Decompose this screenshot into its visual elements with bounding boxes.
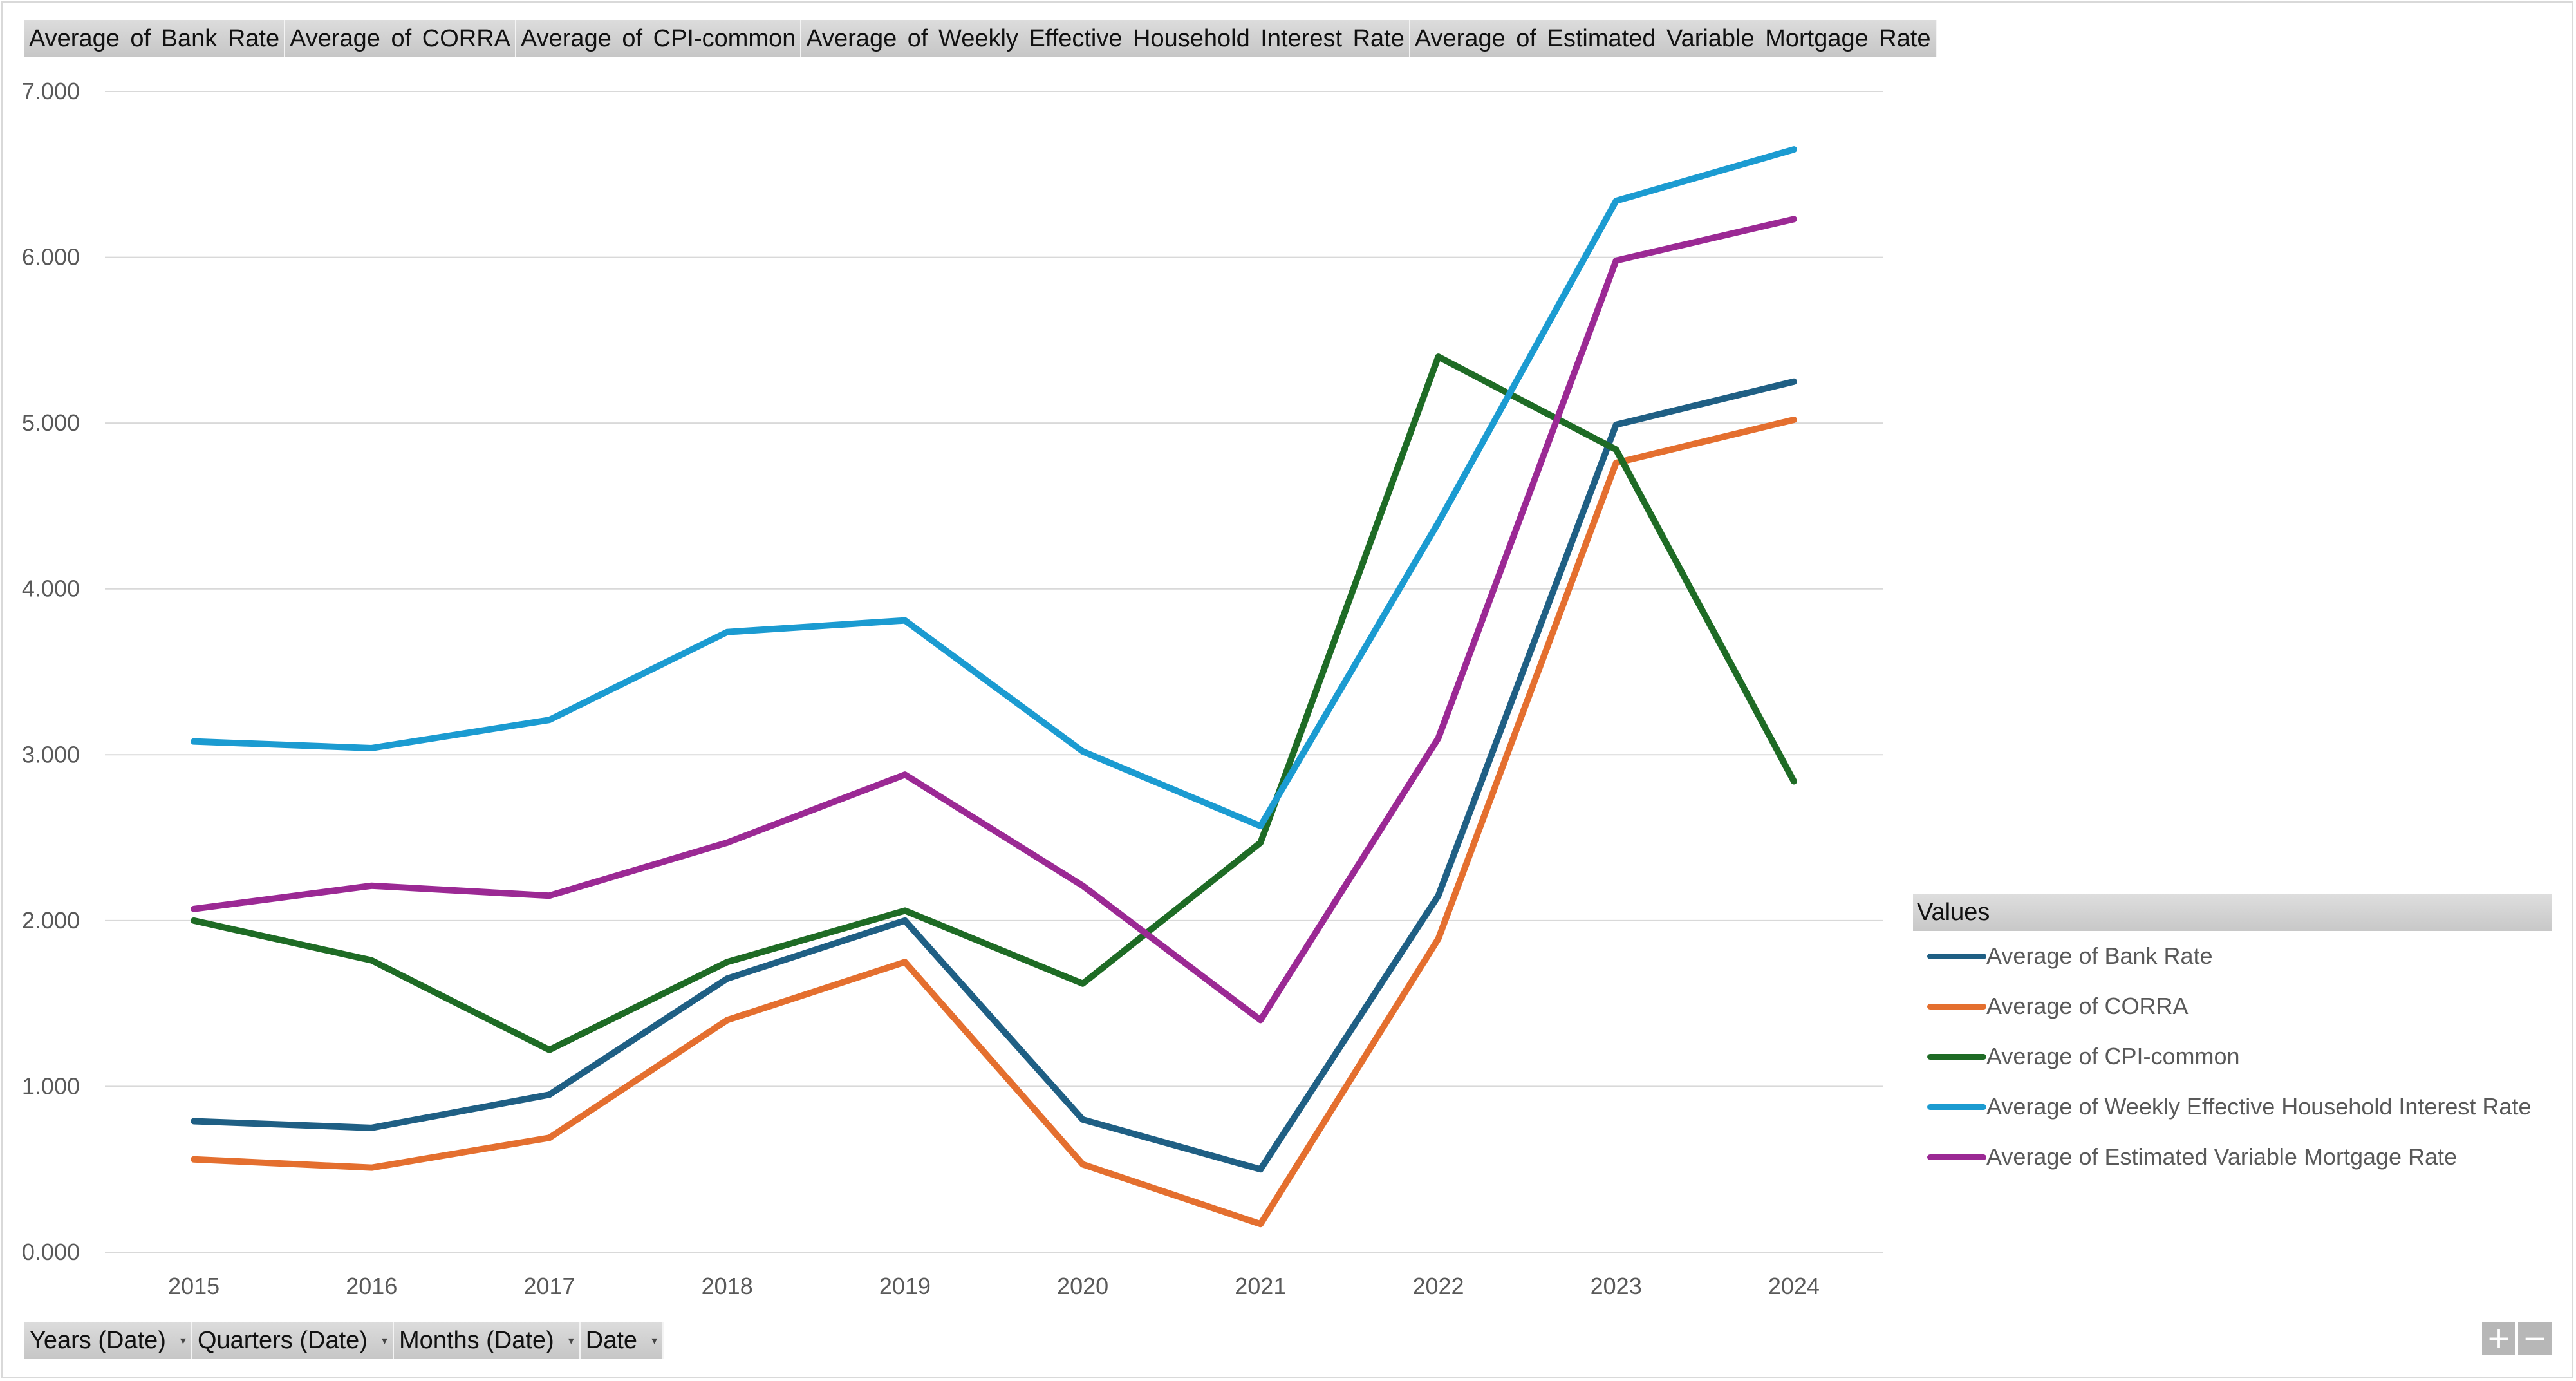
legend-item-cpi-common[interactable]: Average of CPI-common: [1913, 1031, 2552, 1082]
legend-item-bank-rate[interactable]: Average of Bank Rate: [1913, 931, 2552, 981]
legend-label: Average of Estimated Variable Mortgage R…: [1986, 1143, 2458, 1170]
axis-field-quarters[interactable]: Quarters (Date) ▾: [192, 1322, 394, 1359]
y-tick-label: 4.000: [22, 576, 80, 602]
axis-field-months[interactable]: Months (Date) ▾: [393, 1322, 581, 1359]
y-tick-label: 0.000: [22, 1239, 80, 1265]
x-tick-label: 2018: [702, 1273, 753, 1299]
legend-item-household-rate[interactable]: Average of Weekly Effective Household In…: [1913, 1082, 2552, 1132]
collapse-field-button[interactable]: −: [2518, 1322, 2552, 1355]
legend-swatch: [1927, 1104, 1986, 1110]
legend: Values Average of Bank Rate Average of C…: [1913, 894, 2552, 1182]
value-field-button-corra[interactable]: Average of CORRA: [285, 20, 516, 57]
y-tick-label: 7.000: [22, 78, 80, 104]
y-tick-label: 6.000: [22, 244, 80, 270]
series-line-4[interactable]: [191, 216, 1797, 1024]
x-tick-label: 2021: [1235, 1273, 1286, 1299]
x-tick-label: 2023: [1591, 1273, 1642, 1299]
axis-field-label: Months (Date): [398, 1327, 554, 1354]
x-tick-label: 2017: [523, 1273, 575, 1299]
legend-item-corra[interactable]: Average of CORRA: [1913, 981, 2552, 1031]
y-axis-ticks: 0.000 1.000 2.000 3.000 4.000 5.000 6.000 7.000: [22, 78, 80, 1265]
legend-label: Average of CORRA: [1986, 993, 2189, 1019]
dropdown-arrow-icon[interactable]: ▾: [381, 1334, 387, 1347]
series-line-0[interactable]: [191, 378, 1797, 1173]
y-tick-label: 5.000: [22, 409, 80, 436]
value-fields-bar: Average of Bank Rate Average of CORRA Av…: [24, 20, 1937, 57]
axis-field-years[interactable]: Years (Date) ▾: [24, 1322, 192, 1359]
dropdown-arrow-icon[interactable]: ▾: [568, 1334, 574, 1347]
x-tick-label: 2020: [1057, 1273, 1108, 1299]
legend-swatch: [1927, 953, 1986, 959]
legend-label: Average of Bank Rate: [1986, 943, 2213, 969]
series-line-3[interactable]: [191, 146, 1797, 830]
dropdown-arrow-icon[interactable]: ▾: [180, 1334, 186, 1347]
series-lines: [191, 146, 1797, 1228]
dropdown-arrow-icon[interactable]: ▾: [651, 1334, 658, 1347]
y-tick-label: 1.000: [22, 1073, 80, 1099]
y-tick-label: 3.000: [22, 741, 80, 767]
legend-item-mortgage-rate[interactable]: Average of Estimated Variable Mortgage R…: [1913, 1132, 2552, 1182]
axis-field-label: Years (Date): [30, 1327, 166, 1354]
value-field-button-household-rate[interactable]: Average of Weekly Effective Household In…: [801, 20, 1410, 57]
x-axis-ticks: 2015 2016 2017 2018 2019 2020 2021 2022 2023 2024: [168, 1273, 1820, 1299]
legend-title[interactable]: Values: [1913, 894, 2552, 931]
x-tick-label: 2016: [346, 1273, 397, 1299]
zoom-controls: + −: [2479, 1322, 2552, 1355]
legend-swatch: [1927, 1154, 1986, 1160]
x-tick-label: 2024: [1768, 1273, 1820, 1299]
axis-fields-bar: Years (Date) ▾ Quarters (Date) ▾ Months …: [24, 1322, 664, 1359]
axis-field-label: Quarters (Date): [197, 1327, 368, 1354]
expand-field-button[interactable]: +: [2482, 1322, 2515, 1355]
legend-label: Average of CPI-common: [1986, 1043, 2240, 1069]
x-tick-label: 2022: [1412, 1273, 1464, 1299]
legend-label: Average of Weekly Effective Household In…: [1986, 1093, 2532, 1120]
gridlines: [105, 91, 1883, 1253]
value-field-button-cpi-common[interactable]: Average of CPI-common: [516, 20, 802, 57]
value-field-button-bank-rate[interactable]: Average of Bank Rate: [24, 20, 286, 57]
series-line-2[interactable]: [191, 353, 1797, 1053]
series-line-1[interactable]: [191, 416, 1797, 1228]
value-field-button-mortgage-rate[interactable]: Average of Estimated Variable Mortgage R…: [1410, 20, 1937, 57]
x-tick-label: 2019: [879, 1273, 931, 1299]
x-tick-label: 2015: [168, 1273, 219, 1299]
axis-field-date[interactable]: Date ▾: [580, 1322, 664, 1359]
axis-field-label: Date: [585, 1327, 638, 1354]
y-tick-label: 2.000: [22, 907, 80, 934]
legend-swatch: [1927, 1003, 1986, 1010]
legend-swatch: [1927, 1053, 1986, 1060]
